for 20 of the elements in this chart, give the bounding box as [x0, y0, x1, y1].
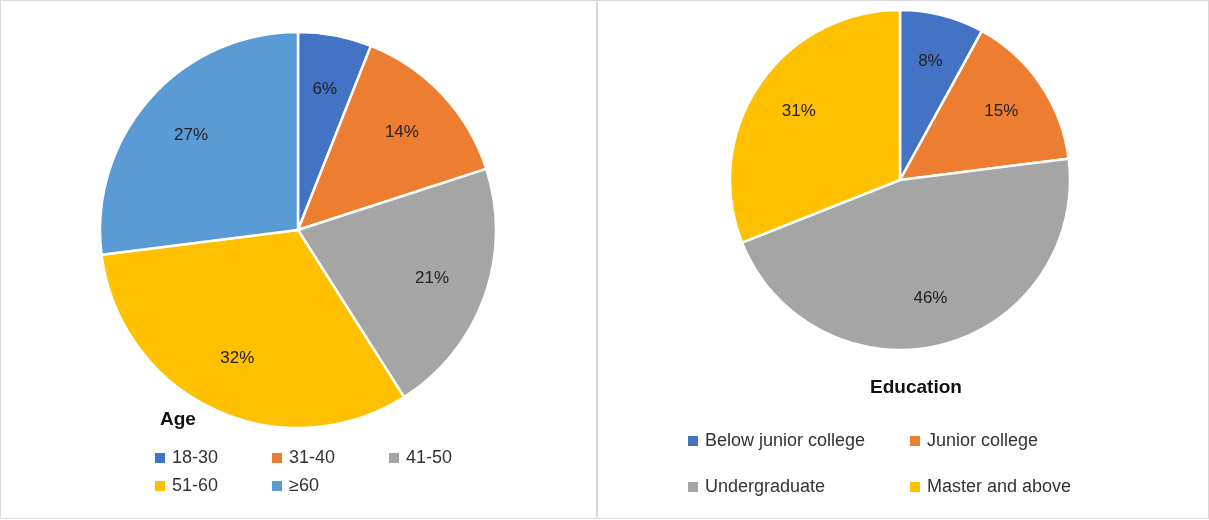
legend-label: 31-40 [289, 446, 336, 467]
legend-label: Undergraduate [705, 475, 826, 496]
data-label: 15% [984, 100, 1019, 120]
text: Age [160, 408, 196, 429]
legend-label: Below junior college [705, 429, 866, 450]
data-label: 27% [174, 125, 209, 145]
data-label: 21% [415, 267, 450, 287]
legend-label: Junior college [927, 429, 1039, 450]
data-label: 46% [913, 288, 948, 308]
legend-label: 51-60 [172, 474, 219, 495]
data-label: 6% [312, 79, 337, 99]
data-label: 14% [384, 121, 419, 141]
legend-label: 18-30 [172, 446, 219, 467]
data-label: 32% [220, 348, 255, 368]
legend-label: ≥60 [289, 474, 319, 495]
legend-label: Master and above [927, 475, 1072, 496]
legend-label: 41-50 [406, 446, 453, 467]
data-label: 31% [781, 100, 816, 120]
data-label: 8% [918, 50, 943, 70]
text: Education [870, 376, 962, 397]
